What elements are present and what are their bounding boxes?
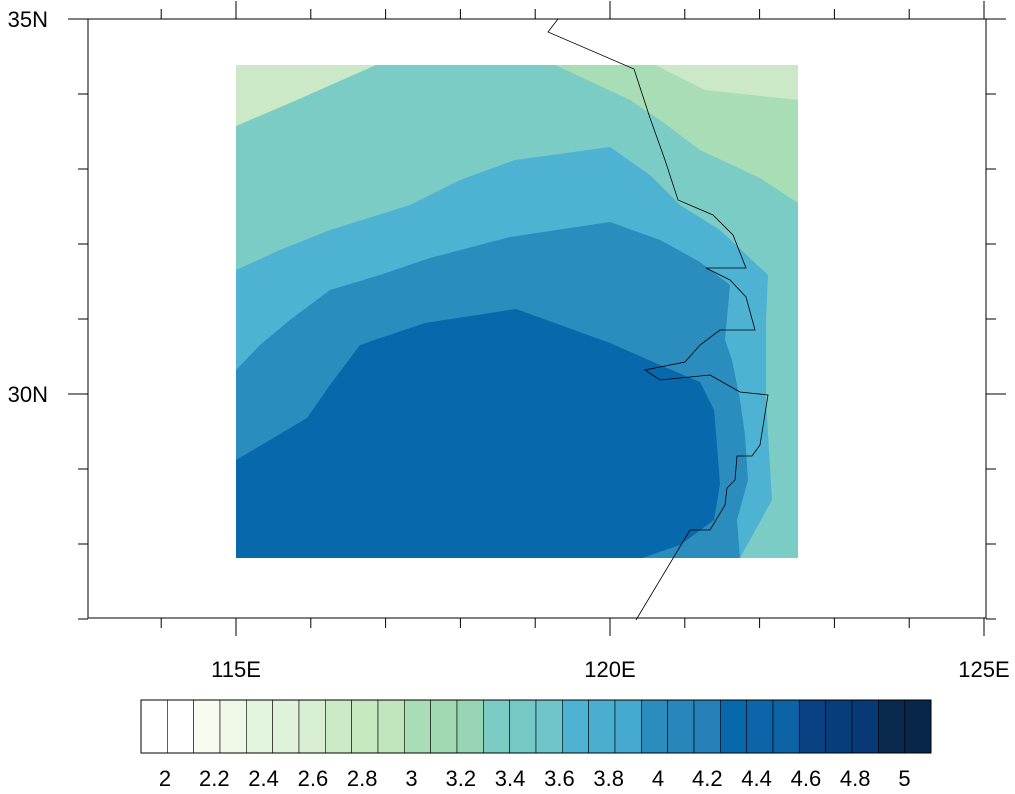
- colorbar-label: 2: [159, 766, 171, 789]
- colorbar-swatch: [351, 699, 379, 754]
- colorbar-label: 2.2: [199, 766, 230, 789]
- lon-label: 120E: [584, 657, 635, 682]
- contour-band-4.4-4.6: [236, 309, 720, 558]
- colorbar-swatch: [509, 699, 537, 754]
- colorbar-swatch: [535, 699, 563, 754]
- contour-fills: [236, 65, 798, 558]
- colorbar-labels: 2 2.2 2.4 2.6 2.8 3 3.2 3.4 3.6 3.8 4 4.2 4.4 4.6 4.8 5: [159, 766, 911, 791]
- lat-label: 35N: [8, 7, 48, 32]
- colorbar-label: 3: [405, 766, 417, 789]
- colorbar-label: 3.4: [495, 766, 526, 789]
- colorbar-swatch: [430, 699, 458, 754]
- colorbar-swatch: [219, 699, 247, 754]
- lon-label: 125E: [958, 657, 1009, 682]
- colorbar-swatch: [246, 699, 273, 754]
- colorbar-label: 2.6: [298, 766, 329, 789]
- colorbar-swatch: [298, 699, 326, 754]
- colorbar-swatch: [562, 699, 589, 754]
- colorbar-swatch: [772, 699, 800, 754]
- colorbar-swatch: [667, 699, 695, 754]
- colorbar-label: 3.2: [446, 766, 477, 789]
- longitude-labels: 115E 120E 125E: [211, 657, 1010, 682]
- colorbar-swatch: [193, 699, 221, 754]
- colorbar-swatch: [904, 699, 932, 754]
- colorbar-label: 3.6: [544, 766, 575, 789]
- lon-label: 115E: [211, 657, 261, 682]
- colorbar-swatch: [456, 699, 484, 754]
- colorbar-swatch: [825, 699, 853, 754]
- map-ticks: [68, 1, 1006, 636]
- colorbar-label: 4.4: [741, 766, 772, 789]
- colorbar-label: 2.8: [347, 766, 378, 789]
- colorbar-swatch: [746, 699, 774, 754]
- colorbar-swatch: [404, 699, 431, 754]
- colorbar: [140, 699, 932, 754]
- colorbar-swatch: [641, 699, 668, 754]
- latitude-labels: 35N 30N: [8, 7, 48, 407]
- lat-label: 30N: [8, 382, 48, 407]
- colorbar-swatch: [140, 699, 168, 754]
- colorbar-swatch: [614, 699, 642, 754]
- colorbar-swatch: [272, 699, 300, 754]
- colorbar-swatch: [325, 699, 352, 754]
- colorbar-swatch: [851, 699, 879, 754]
- colorbar-swatch: [377, 699, 405, 754]
- colorbar-swatch: [799, 699, 826, 754]
- colorbar-label: 4.2: [692, 766, 723, 789]
- colorbar-label: 4.6: [791, 766, 822, 789]
- colorbar-border: [140, 699, 932, 754]
- colorbar-label: 4.8: [840, 766, 871, 789]
- coastline: [547, 18, 769, 621]
- colorbar-label: 3.8: [593, 766, 624, 789]
- colorbar-swatch: [588, 699, 616, 754]
- colorbar-swatch: [693, 699, 721, 754]
- colorbar-swatch: [483, 699, 510, 754]
- colorbar-swatch: [720, 699, 747, 754]
- colorbar-swatch: [167, 699, 194, 754]
- colorbar-swatch: [878, 699, 905, 754]
- colorbar-label: 4: [652, 766, 664, 789]
- colorbar-label: 5: [898, 766, 910, 789]
- colorbar-label: 2.4: [248, 766, 279, 789]
